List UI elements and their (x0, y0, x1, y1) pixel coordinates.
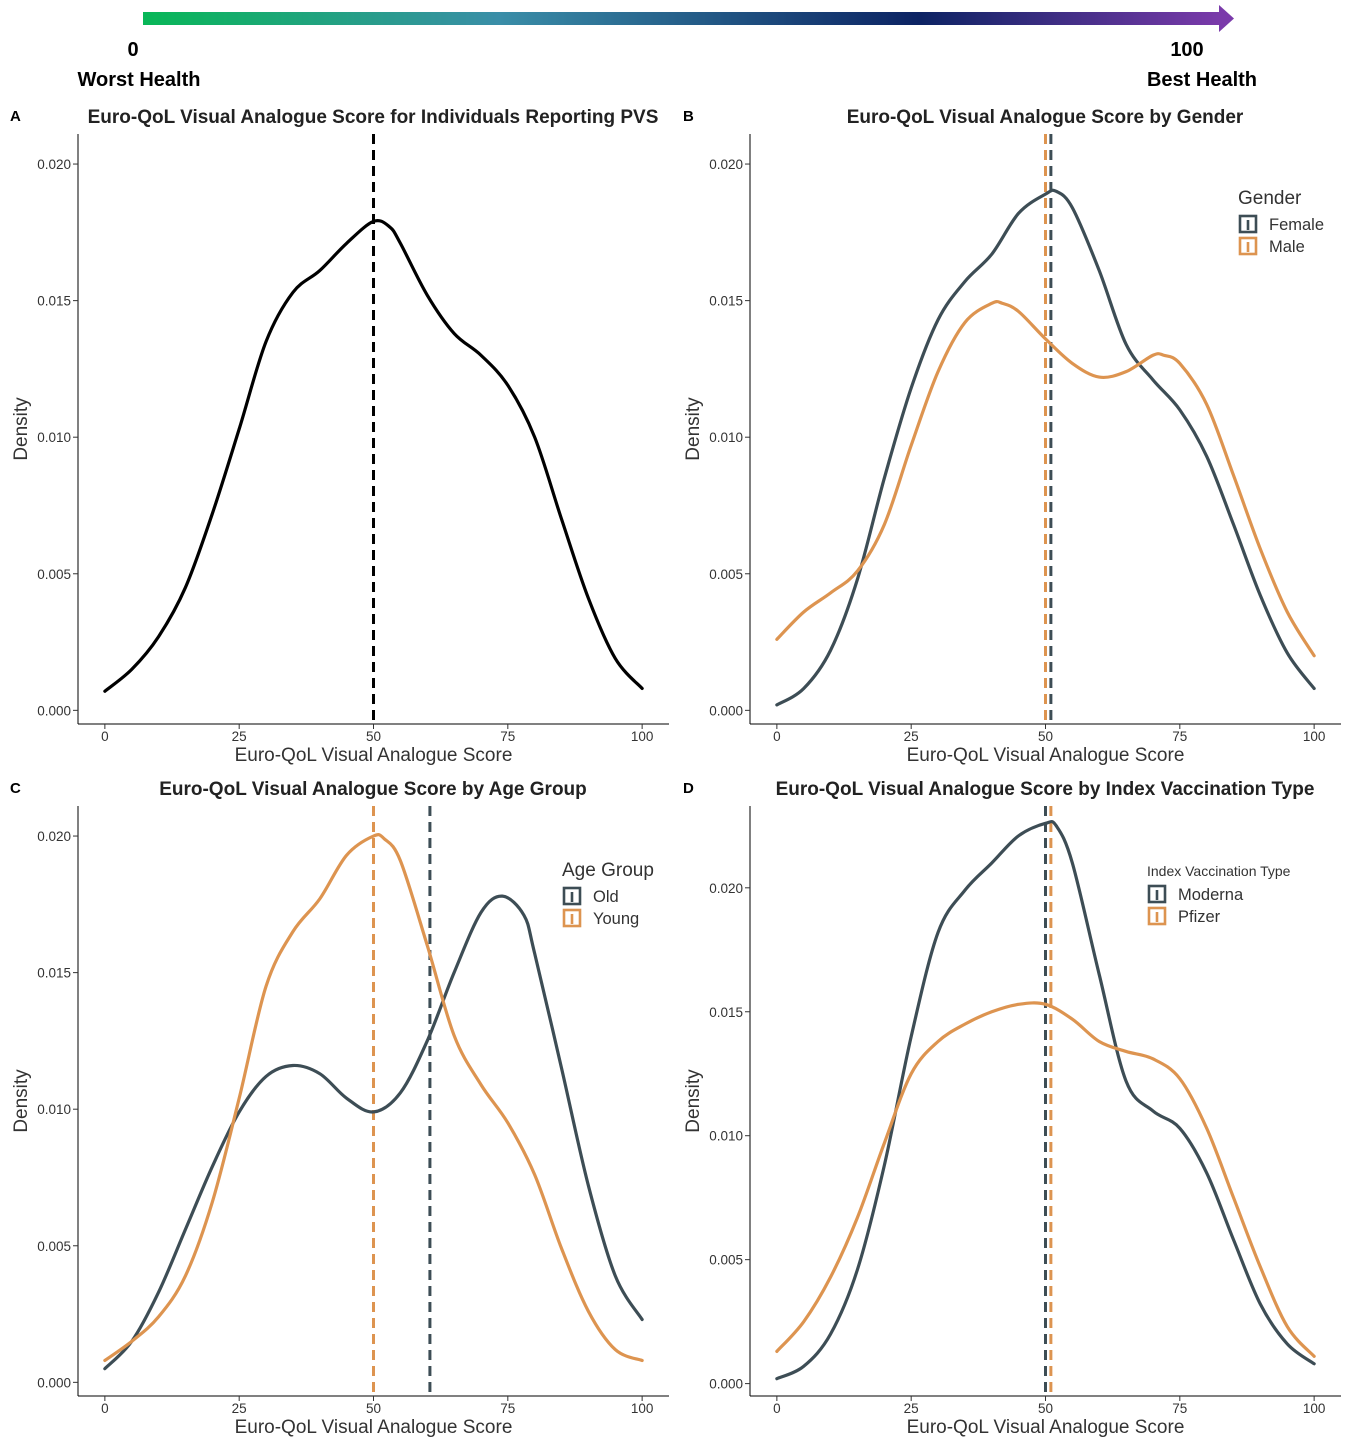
y-tick-label: 0.000 (709, 1377, 743, 1392)
x-tick-label: 50 (366, 729, 381, 744)
panel-label: C (10, 780, 21, 797)
chart-title: Euro-QoL Visual Analogue Score for Indiv… (88, 107, 659, 128)
legend-key-moderna (1147, 884, 1167, 904)
density-curve-old (103, 894, 644, 1371)
x-tick-label: 100 (631, 1401, 654, 1416)
y-tick-label: 0.015 (37, 966, 71, 981)
y-tick-label: 0.020 (709, 881, 743, 896)
y-tick-label: 0.010 (709, 1129, 743, 1144)
x-tick-label: 0 (101, 1401, 109, 1416)
chart-panel-a: A Euro-QoL Visual Analogue Score for Indi… (10, 107, 669, 766)
x-tick-label: 0 (101, 729, 109, 744)
y-tick-label: 0.000 (37, 703, 71, 718)
chart-panel-d: D Euro-QoL Visual Analogue Score by Index… (683, 779, 1341, 1438)
y-axis-label: Density (683, 397, 704, 461)
y-tick-label: 0.015 (709, 1005, 743, 1020)
x-tick-label: 75 (1172, 1401, 1187, 1416)
x-tick-label: 25 (904, 729, 919, 744)
chart-title: Euro-QoL Visual Analogue Score by Age Gr… (159, 779, 587, 800)
legend-key-pfizer (1147, 906, 1167, 926)
density-curve-young (103, 833, 644, 1363)
y-tick-label: 0.005 (37, 1239, 71, 1254)
legend-title: Index Vaccination Type (1147, 863, 1291, 879)
y-tick-label: 0.000 (37, 1375, 71, 1390)
x-tick-label: 25 (232, 1401, 247, 1416)
chart-panels: A Euro-QoL Visual Analogue Score for Indi… (10, 107, 1341, 1438)
legend-key-male (1238, 236, 1258, 256)
legend: Age Group Old Young (562, 860, 654, 928)
health-scale-gradient-bar (143, 12, 1220, 25)
panel-label: A (10, 108, 21, 125)
chart-title: Euro-QoL Visual Analogue Score by Gender (847, 107, 1244, 128)
y-tick-label: 0.010 (37, 430, 71, 445)
y-axis-label: Density (683, 1069, 704, 1133)
x-tick-label: 0 (773, 1401, 781, 1416)
x-axis-label: Euro-QoL Visual Analogue Score (235, 745, 513, 766)
y-tick-label: 0.015 (709, 294, 743, 309)
y-tick-label: 0.000 (709, 703, 743, 718)
chart-panel-c: C Euro-QoL Visual Analogue Score by Age G… (10, 779, 669, 1438)
legend-label: Moderna (1178, 886, 1244, 904)
y-axis-label: Density (11, 1069, 32, 1133)
x-tick-label: 50 (366, 1401, 381, 1416)
panel-label: B (683, 108, 694, 125)
chart-panel-b: B Euro-QoL Visual Analogue Score by Gende… (683, 107, 1341, 766)
density-curve-moderna (775, 819, 1316, 1381)
scale-right-value: 100 (1170, 39, 1203, 61)
x-tick-label: 75 (500, 1401, 515, 1416)
density-curve-female (775, 188, 1316, 707)
x-tick-label: 25 (232, 729, 247, 744)
y-tick-label: 0.020 (709, 157, 743, 172)
legend-label: Female (1269, 216, 1324, 234)
x-tick-label: 100 (1303, 1401, 1326, 1416)
x-axis-label: Euro-QoL Visual Analogue Score (907, 1417, 1185, 1438)
density-curve-male (775, 299, 1316, 658)
health-scale-arrowhead (1219, 5, 1234, 32)
x-tick-label: 0 (773, 729, 781, 744)
legend: Gender Female Male (1238, 188, 1324, 256)
chart-title: Euro-QoL Visual Analogue Score by Index … (776, 779, 1315, 800)
x-tick-label: 25 (904, 1401, 919, 1416)
y-tick-label: 0.010 (709, 430, 743, 445)
x-tick-label: 100 (631, 729, 654, 744)
legend-key-young (562, 908, 582, 928)
y-tick-label: 0.020 (37, 157, 71, 172)
y-tick-label: 0.005 (709, 1253, 743, 1268)
legend-label: Old (593, 888, 619, 906)
x-tick-label: 100 (1303, 729, 1326, 744)
scale-left-label: Worst Health (78, 69, 201, 91)
y-tick-label: 0.010 (37, 1102, 71, 1117)
health-scale: 0 Worst Health 100 Best Health (78, 5, 1257, 91)
legend-title: Age Group (562, 860, 654, 881)
legend-label: Young (593, 910, 639, 928)
x-tick-label: 75 (500, 729, 515, 744)
panel-label: D (683, 780, 694, 797)
legend-label: Male (1269, 238, 1305, 256)
density-curve (103, 219, 644, 693)
x-tick-label: 50 (1038, 1401, 1053, 1416)
scale-right-label: Best Health (1147, 69, 1257, 91)
y-tick-label: 0.015 (37, 294, 71, 309)
legend-key-female (1238, 214, 1258, 234)
legend: Index Vaccination Type Moderna Pfizer (1147, 863, 1291, 926)
x-axis-label: Euro-QoL Visual Analogue Score (235, 1417, 513, 1438)
y-tick-label: 0.005 (37, 567, 71, 582)
legend-key-old (562, 886, 582, 906)
y-tick-label: 0.005 (709, 567, 743, 582)
scale-left-value: 0 (127, 39, 138, 61)
y-axis-label: Density (11, 397, 32, 461)
density-curve-pfizer (775, 1001, 1316, 1358)
y-tick-label: 0.020 (37, 829, 71, 844)
legend-label: Pfizer (1178, 908, 1221, 926)
x-tick-label: 75 (1172, 729, 1187, 744)
x-tick-label: 50 (1038, 729, 1053, 744)
x-axis-label: Euro-QoL Visual Analogue Score (907, 745, 1185, 766)
legend-title: Gender (1238, 188, 1302, 209)
